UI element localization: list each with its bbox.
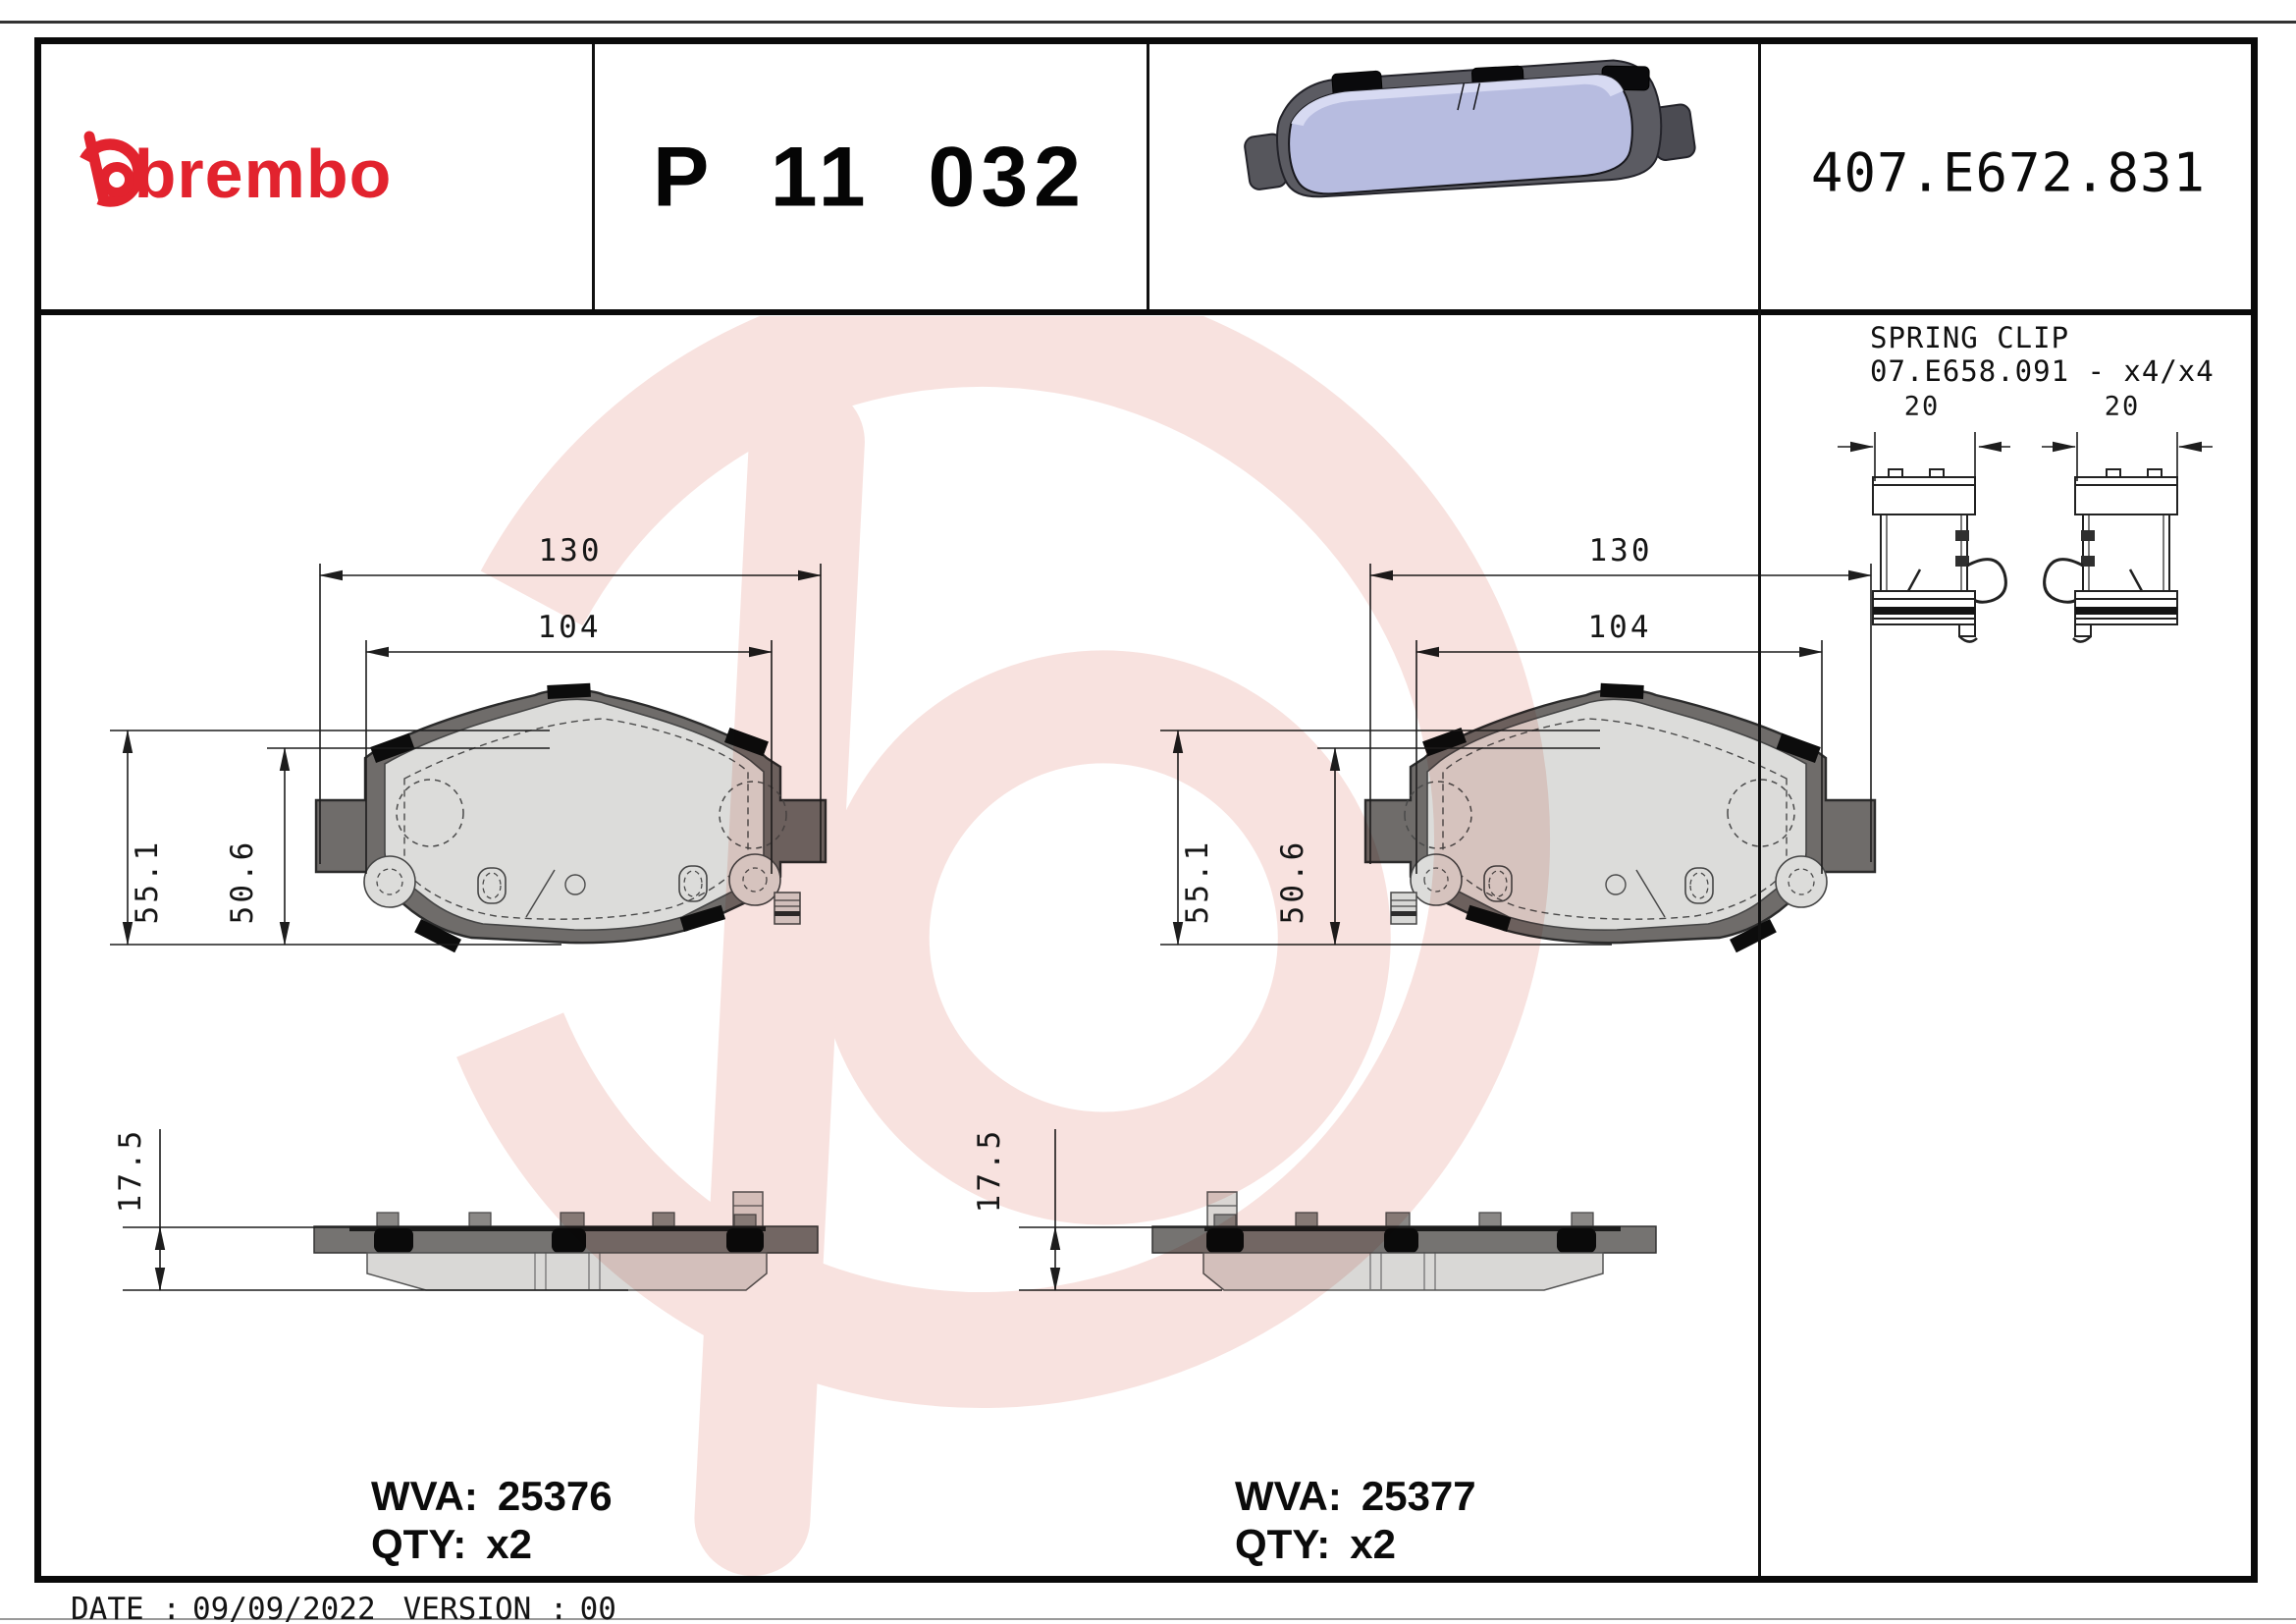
date-value: 09/09/2022: [191, 1592, 376, 1624]
sheet-frame: [0, 21, 2296, 1620]
qty-value-right: x2: [1350, 1521, 1396, 1567]
catalog-number: 407.E672.831: [1810, 141, 2207, 204]
spring-clip-drawing-left: [1871, 467, 2007, 644]
version-value: 00: [579, 1592, 616, 1624]
qty-line-left: QTY: x2: [371, 1521, 532, 1568]
spring-clip-dimensions: [1838, 432, 2213, 481]
qty-line-right: QTY: x2: [1235, 1521, 1396, 1568]
dimensions-side-left: [123, 1129, 628, 1291]
wva-label-left: WVA:: [371, 1473, 478, 1519]
wva-line-right: WVA: 25377: [1235, 1473, 1476, 1520]
dim-thickness-left: 17.5: [113, 1127, 148, 1214]
dim-friction-height-right: 50.6: [1275, 839, 1310, 925]
brembo-wordmark: brembo: [133, 135, 393, 212]
version-label: VERSION :: [402, 1592, 568, 1624]
wva-number-left: 25376: [497, 1473, 613, 1519]
brembo-logo-mark: [76, 131, 144, 207]
dim-friction-width-left: 104: [537, 610, 602, 645]
dim-overall-height-left: 55.1: [130, 839, 165, 925]
dim-overall-width-right: 130: [1588, 533, 1653, 568]
wva-label-right: WVA:: [1235, 1473, 1342, 1519]
wva-number-right: 25377: [1361, 1473, 1476, 1519]
qty-label-left: QTY:: [371, 1521, 467, 1567]
footer-date-version: DATE : 09/09/2022 VERSION : 00: [71, 1592, 616, 1624]
brembo-watermark: [413, 316, 1550, 1577]
dim-friction-height-left: 50.6: [225, 839, 260, 925]
brake-pad-3d-image: [1244, 59, 1696, 198]
dim-overall-width-left: 130: [538, 533, 603, 568]
qty-label-right: QTY:: [1235, 1521, 1331, 1567]
dim-friction-width-right: 104: [1587, 610, 1652, 645]
spring-clip-width-dim-right: 20: [2104, 391, 2141, 422]
dim-thickness-right: 17.5: [972, 1127, 1007, 1214]
spring-clip-width-dim-left: 20: [1903, 391, 1941, 422]
qty-value-left: x2: [486, 1521, 532, 1567]
part-number: P 11 032: [653, 130, 1087, 225]
spring-clip-code: 07.E658.091 - x4/x4: [1870, 354, 2215, 388]
spring-clip-title: SPRING CLIP: [1870, 321, 2070, 354]
spring-clip-drawing-right: [2043, 467, 2179, 644]
wva-line-left: WVA: 25376: [371, 1473, 613, 1520]
date-label: DATE :: [71, 1592, 181, 1624]
dim-overall-height-right: 55.1: [1180, 839, 1215, 925]
